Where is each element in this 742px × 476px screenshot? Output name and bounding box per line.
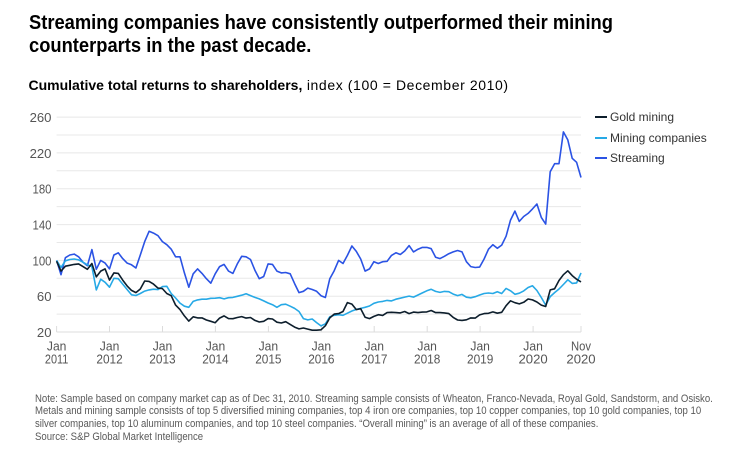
svg-text:2014: 2014 [202, 352, 228, 367]
svg-text:2011: 2011 [45, 352, 68, 367]
svg-text:Jan: Jan [523, 338, 543, 353]
svg-text:180: 180 [33, 182, 52, 197]
svg-text:Jan: Jan [312, 338, 332, 353]
svg-text:2019: 2019 [467, 352, 493, 367]
svg-text:Jan: Jan [470, 338, 490, 353]
svg-text:Jan: Jan [365, 338, 385, 353]
svg-text:2015: 2015 [255, 352, 281, 367]
svg-text:2020: 2020 [519, 352, 548, 367]
svg-text:220: 220 [30, 146, 52, 161]
svg-text:100: 100 [33, 253, 52, 268]
svg-text:20: 20 [37, 325, 52, 340]
svg-text:Jan: Jan [417, 338, 437, 353]
svg-text:Jan: Jan [206, 338, 226, 353]
svg-text:2016: 2016 [308, 352, 334, 367]
svg-text:2018: 2018 [414, 352, 440, 367]
svg-text:Jan: Jan [153, 338, 173, 353]
svg-text:Nov: Nov [571, 338, 591, 353]
svg-text:Jan: Jan [259, 338, 279, 353]
svg-text:140: 140 [33, 218, 52, 233]
svg-text:2017: 2017 [361, 352, 387, 367]
svg-text:Jan: Jan [47, 338, 67, 353]
svg-text:260: 260 [30, 110, 52, 125]
svg-text:2020: 2020 [566, 352, 595, 367]
svg-text:2013: 2013 [149, 352, 175, 367]
svg-text:60: 60 [37, 289, 52, 304]
svg-text:2012: 2012 [96, 352, 122, 367]
svg-text:Jan: Jan [100, 338, 120, 353]
